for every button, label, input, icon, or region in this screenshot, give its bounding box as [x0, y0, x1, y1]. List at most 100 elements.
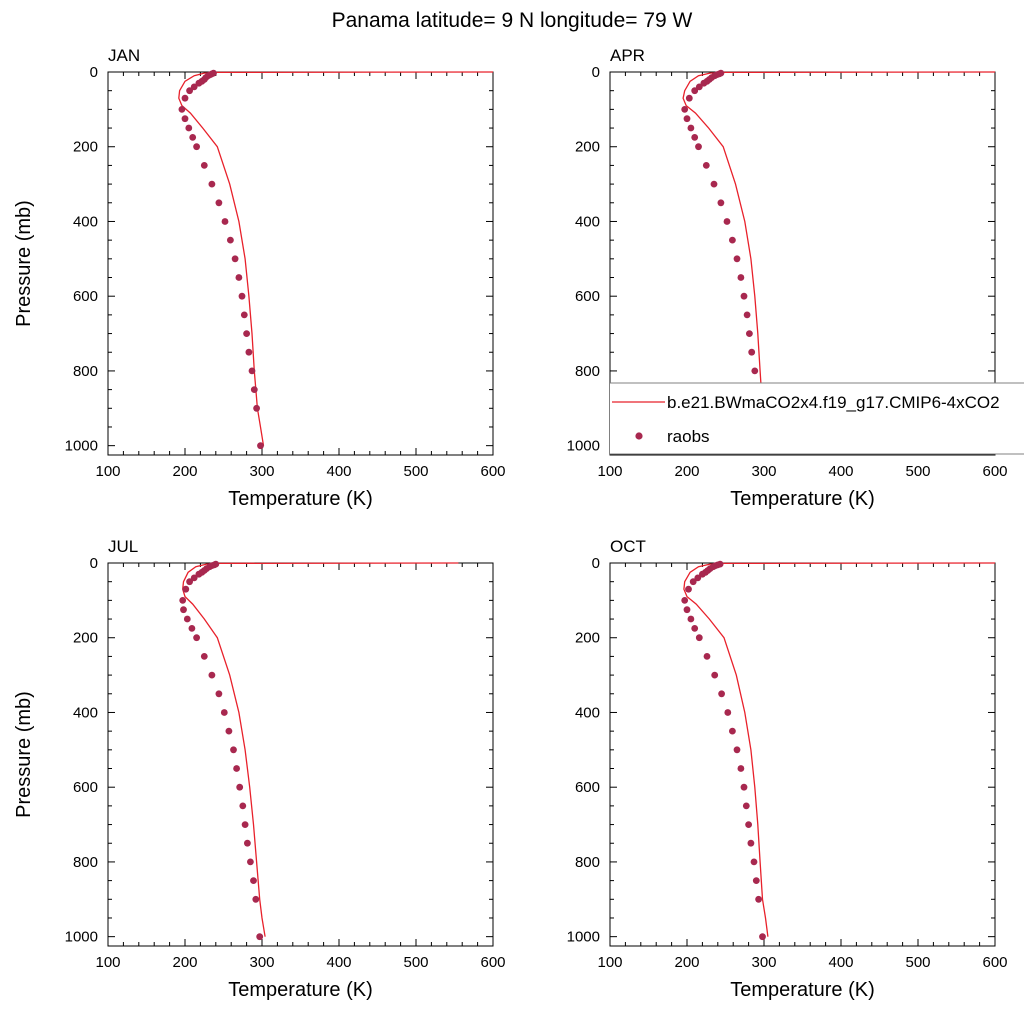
y-tick-label: 600 — [73, 779, 98, 796]
x-tick-label: 400 — [828, 463, 853, 480]
y-tick-label: 0 — [90, 64, 98, 81]
raobs-point — [185, 124, 193, 132]
raobs-point — [691, 134, 699, 141]
raobs-point — [748, 348, 756, 356]
raobs-point — [238, 292, 246, 300]
raobs-point — [190, 83, 198, 91]
x-tick-label: 400 — [326, 463, 351, 480]
raobs-point — [694, 574, 702, 582]
raobs-point — [691, 87, 699, 95]
raobs-point — [702, 162, 710, 169]
y-axis-label: Pressure (mb) — [13, 691, 35, 818]
series-group — [178, 69, 494, 450]
x-axis-label: Temperature (K) — [228, 979, 373, 1001]
raobs-point — [742, 802, 750, 810]
raobs-point — [181, 115, 189, 123]
raobs-point — [220, 709, 228, 716]
raobs-point — [215, 199, 223, 207]
x-axis-label: Temperature (K) — [730, 488, 875, 510]
x-tick-label: 100 — [95, 463, 120, 480]
raobs-point — [745, 821, 752, 828]
raobs-point — [252, 895, 260, 903]
raobs-point — [700, 79, 708, 87]
legend-model-label: b.e21.BWmaCO2x4.f19_g17.CMIP6-4xCO2 — [667, 393, 1000, 412]
raobs-point — [699, 570, 706, 578]
y-tick-label: 200 — [575, 630, 600, 647]
panel-jan: 100 200 300 400 500 600 0 200 400 600 800 1000 JAN Te… — [13, 46, 506, 510]
model-profile-line — [683, 562, 996, 937]
y-tick-label: 800 — [73, 854, 98, 871]
x-tick-label: 300 — [751, 463, 776, 480]
raobs-point — [737, 765, 745, 772]
raobs-point — [759, 933, 766, 941]
plot-frame — [609, 562, 996, 947]
raobs-point — [695, 634, 703, 642]
y-tick-label: 1000 — [65, 438, 98, 455]
x-axis-label: Temperature (K) — [228, 488, 373, 510]
panel-title: JUL — [108, 537, 138, 556]
plot-frame — [107, 562, 494, 947]
y-tick-label: 0 — [592, 555, 600, 572]
y-tick-label: 400 — [73, 213, 98, 230]
raobs-point — [189, 134, 197, 141]
raobs-point — [687, 615, 695, 623]
raobs-point — [691, 625, 699, 632]
model-profile-line — [182, 562, 459, 937]
y-tick-label: 1000 — [567, 929, 600, 946]
raobs-point — [711, 671, 719, 679]
model-profile-line — [178, 71, 494, 446]
raobs-point — [740, 292, 748, 300]
raobs-point — [239, 802, 247, 810]
y-tick-label: 200 — [73, 630, 98, 647]
raobs-point — [737, 274, 745, 281]
raobs-point — [225, 727, 233, 735]
y-axis-label: Pressure (mb) — [13, 200, 35, 327]
raobs-point — [182, 585, 190, 593]
x-tick-label: 200 — [674, 954, 699, 971]
panel-title: JAN — [108, 46, 140, 65]
raobs-point — [236, 783, 244, 791]
panel-oct: 100 200 300 400 500 600 0 200 400 600 800 1000 OCT Te… — [567, 537, 1008, 1001]
plot-frame — [107, 71, 494, 456]
x-tick-label: 600 — [982, 954, 1007, 971]
raobs-point — [717, 199, 725, 207]
raobs-point — [227, 236, 234, 244]
y-tick-label: 800 — [575, 854, 600, 871]
raobs-point — [683, 606, 691, 614]
panels: 100 200 300 400 500 60002004006008001000JANTe… — [13, 46, 1008, 1001]
x-tick-label: 400 — [326, 954, 351, 971]
raobs-point — [241, 821, 249, 828]
x-tick-label: 600 — [480, 463, 505, 480]
raobs-point — [243, 330, 251, 337]
raobs-point — [188, 625, 196, 632]
raobs-point — [245, 348, 253, 356]
x-tick-label: 300 — [249, 954, 274, 971]
raobs-point — [729, 236, 736, 244]
raobs-point — [250, 877, 257, 884]
x-tick-label: 600 — [480, 954, 505, 971]
raobs-point — [244, 839, 251, 847]
y-tick-label: 600 — [73, 288, 98, 305]
y-tick-label: 1000 — [567, 438, 600, 455]
raobs-point — [230, 746, 237, 754]
y-tick-label: 0 — [90, 555, 98, 572]
raobs-point — [193, 634, 201, 642]
x-tick-label: 500 — [403, 463, 428, 480]
raobs-point — [250, 386, 258, 393]
raobs-point — [183, 615, 191, 623]
raobs-point — [233, 765, 241, 772]
x-tick-label: 100 — [597, 463, 622, 480]
raobs-point — [253, 404, 260, 412]
raobs-point — [180, 606, 187, 614]
panel-title: APR — [610, 46, 645, 65]
raobs-point — [689, 578, 697, 586]
raobs-point — [695, 143, 702, 151]
y-tick-label: 400 — [73, 704, 98, 721]
raobs-point — [746, 330, 753, 337]
panel-title: OCT — [610, 537, 646, 556]
x-tick-label: 500 — [905, 954, 930, 971]
raobs-point — [181, 94, 189, 102]
y-tick-label: 200 — [575, 139, 600, 156]
raobs-point — [755, 895, 762, 903]
